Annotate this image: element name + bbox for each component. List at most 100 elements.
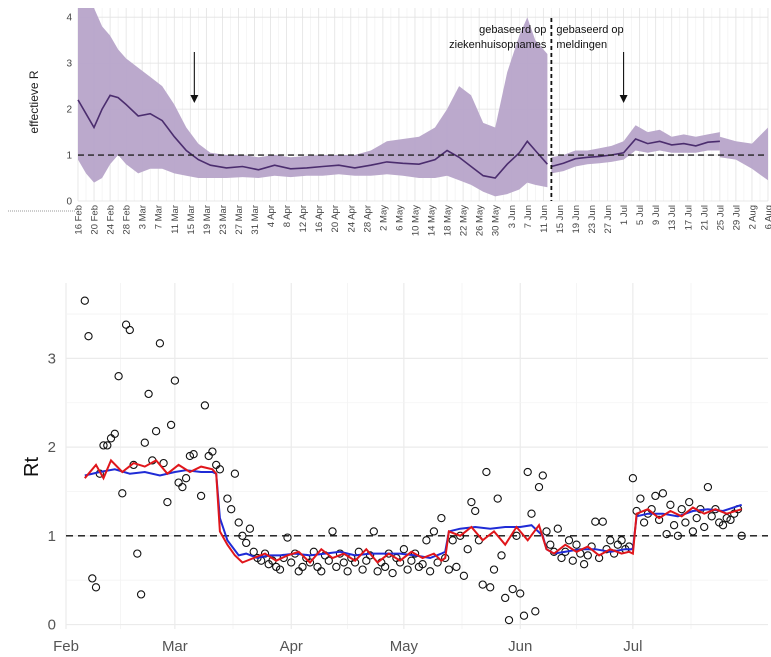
x-tick-label: 12 Apr [298, 205, 309, 232]
annotation-1-line-1: gebaseerd op [479, 24, 546, 36]
rt-point [365, 551, 375, 560]
x-tick-label: May [390, 638, 419, 655]
x-tick-label: Mar [162, 638, 188, 655]
rt-point [133, 549, 142, 558]
rt-point [688, 527, 698, 536]
rt-point [234, 518, 243, 527]
rt-point [362, 556, 371, 565]
x-tick-label: 6 May [394, 205, 405, 231]
x-ticks: Feb Mar Apr May Jun Jul [53, 638, 642, 655]
rt-point [332, 562, 341, 572]
rt-point [553, 524, 562, 533]
rt-point [242, 538, 251, 548]
blue-estimate-line [84, 468, 743, 560]
rt-point [534, 482, 544, 492]
x-tick-label: Jun [508, 638, 532, 655]
rt-point [467, 497, 476, 507]
rt-point [583, 551, 592, 560]
x-tick-label: 3 Mar [138, 205, 149, 229]
rt-point [613, 540, 622, 549]
rt-point [508, 584, 517, 594]
rt-point [628, 474, 638, 483]
r-lines [77, 94, 720, 179]
rt-point [196, 491, 206, 501]
rt-point [681, 518, 690, 527]
y-tick-label: 1 [66, 151, 72, 162]
x-tick-label: 28 Feb [122, 205, 133, 235]
rt-point [456, 531, 465, 540]
rt-point [227, 505, 236, 514]
x-tick-label: 8 Apr [282, 205, 293, 227]
rt-point [493, 494, 502, 503]
y-tick-label: 0 [66, 197, 72, 208]
annotation-2-line-1: gebaseerd op [556, 24, 623, 36]
rt-point [208, 447, 217, 456]
rt-point [542, 527, 551, 536]
rt-point [84, 332, 93, 341]
x-tick-label: 2 Aug [748, 205, 759, 229]
effective-r-chart: gebaseerd op ziekenhuisopnames gebaseerd o… [8, 8, 771, 236]
rt-point [358, 565, 367, 574]
rt-point [444, 565, 454, 574]
x-tick-label: 2 May [378, 205, 389, 231]
x-tick-label: 10 May [411, 205, 422, 236]
rt-point [471, 506, 480, 516]
annotations: gebaseerd op ziekenhuisopnames gebaseerd o… [449, 24, 624, 51]
rt-point [88, 574, 97, 583]
rt-point [703, 482, 713, 492]
y-tick-label: 1 [48, 528, 56, 545]
estimate-lines [84, 458, 743, 564]
rt-point [459, 571, 469, 580]
rt-point [275, 565, 285, 574]
x-tick-label: 24 Feb [106, 205, 117, 235]
rt-point [512, 531, 521, 540]
confidence-band-2 [551, 125, 720, 174]
x-tick-label: Jul [623, 638, 642, 655]
x-tick-label: 3 Jun [507, 205, 518, 228]
rt-point [538, 471, 547, 480]
x-tick-label: 27 Mar [234, 205, 245, 235]
rt-point [163, 497, 172, 507]
x-tick-label: Apr [280, 638, 303, 655]
rt-point [636, 494, 645, 503]
rt-point [516, 589, 525, 598]
rt-point [568, 556, 577, 565]
rt-point [669, 521, 679, 530]
rt-point [155, 339, 165, 348]
rt-point [339, 558, 348, 567]
rt-point [388, 568, 397, 578]
x-tick-label: 20 Apr [330, 205, 341, 232]
x-tick-label: 14 May [427, 205, 438, 236]
rt-points [80, 296, 746, 625]
rt-point [99, 441, 108, 450]
r-line-2 [551, 138, 720, 168]
rt-point [166, 420, 176, 430]
y-axis-label: effectieve R [27, 70, 41, 133]
r-line-1 [77, 94, 548, 179]
arrows [190, 52, 628, 103]
rt-point [673, 531, 683, 540]
x-tick-label: 15 Mar [186, 205, 197, 235]
x-tick-label: 20 Feb [90, 205, 101, 235]
rt-point [159, 458, 168, 468]
rt-point [298, 562, 307, 572]
rt-point [519, 611, 529, 620]
rt-point [504, 615, 514, 625]
x-tick-label: 17 Jul [683, 205, 694, 230]
rt-point [685, 497, 694, 507]
rt-point [546, 540, 555, 549]
rt-point [598, 517, 607, 526]
rt-point [114, 372, 123, 381]
rt-point [501, 593, 510, 603]
y-ticks: 0 1 2 3 [48, 350, 56, 633]
arrow-head-2 [619, 95, 628, 103]
rt-point [523, 467, 532, 477]
rt-point [422, 536, 431, 545]
x-tick-label: 1 Jul [619, 205, 630, 225]
rt-point [174, 478, 183, 487]
rt-point [103, 441, 112, 450]
rt-point [692, 513, 701, 523]
rt-point [373, 567, 382, 576]
x-tick-label: 7 Jun [523, 205, 534, 228]
rt-point [249, 547, 258, 556]
